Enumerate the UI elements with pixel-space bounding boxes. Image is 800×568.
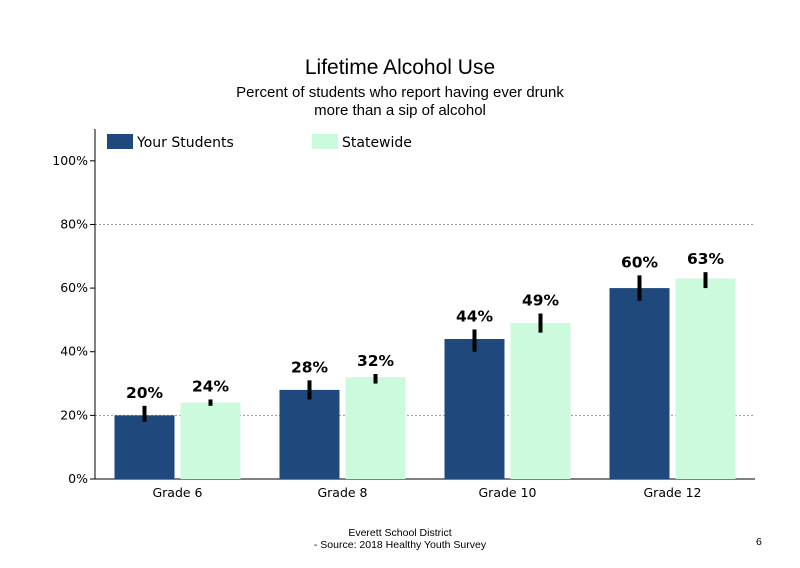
y-tick-label: 80% — [60, 216, 88, 231]
data-label: 20% — [126, 384, 164, 402]
legend-swatch — [107, 134, 133, 149]
data-label: 60% — [621, 253, 659, 271]
y-tick-label: 100% — [52, 153, 88, 168]
data-label: 63% — [687, 250, 725, 268]
legend-label: Your Students — [136, 135, 234, 151]
data-label: 24% — [192, 377, 230, 395]
bar — [609, 288, 670, 479]
bar — [345, 377, 406, 479]
bar — [675, 278, 736, 479]
bar — [279, 389, 340, 479]
legend-swatch — [312, 134, 338, 149]
chart-title: Lifetime Alcohol Use — [304, 56, 496, 79]
chart-subtitle-line-2: more than a sip of alcohol — [314, 102, 486, 119]
bar — [444, 339, 505, 479]
footer-source: - Source: 2018 Healthy Youth Survey — [313, 539, 487, 551]
data-label: 32% — [357, 352, 395, 370]
y-tick-label: 40% — [60, 344, 88, 359]
data-label: 44% — [456, 307, 494, 325]
y-tick-label: 20% — [60, 407, 88, 422]
bar — [510, 323, 571, 479]
chart-subtitle-line-1: Percent of students who report having ev… — [236, 84, 564, 101]
x-tick-label: Grade 8 — [317, 485, 367, 500]
x-tick-label: Grade 6 — [152, 485, 202, 500]
legend-label: Statewide — [342, 135, 412, 151]
y-tick-label: 60% — [60, 280, 88, 295]
page-number: 6 — [756, 536, 762, 548]
data-label: 49% — [522, 292, 560, 310]
data-label: 28% — [291, 358, 329, 376]
bar — [114, 415, 175, 479]
y-tick-label: 0% — [68, 471, 88, 486]
x-tick-label: Grade 12 — [644, 485, 702, 500]
bar — [180, 402, 241, 479]
x-tick-label: Grade 10 — [479, 485, 537, 500]
footer-district: Everett School District — [348, 527, 452, 539]
